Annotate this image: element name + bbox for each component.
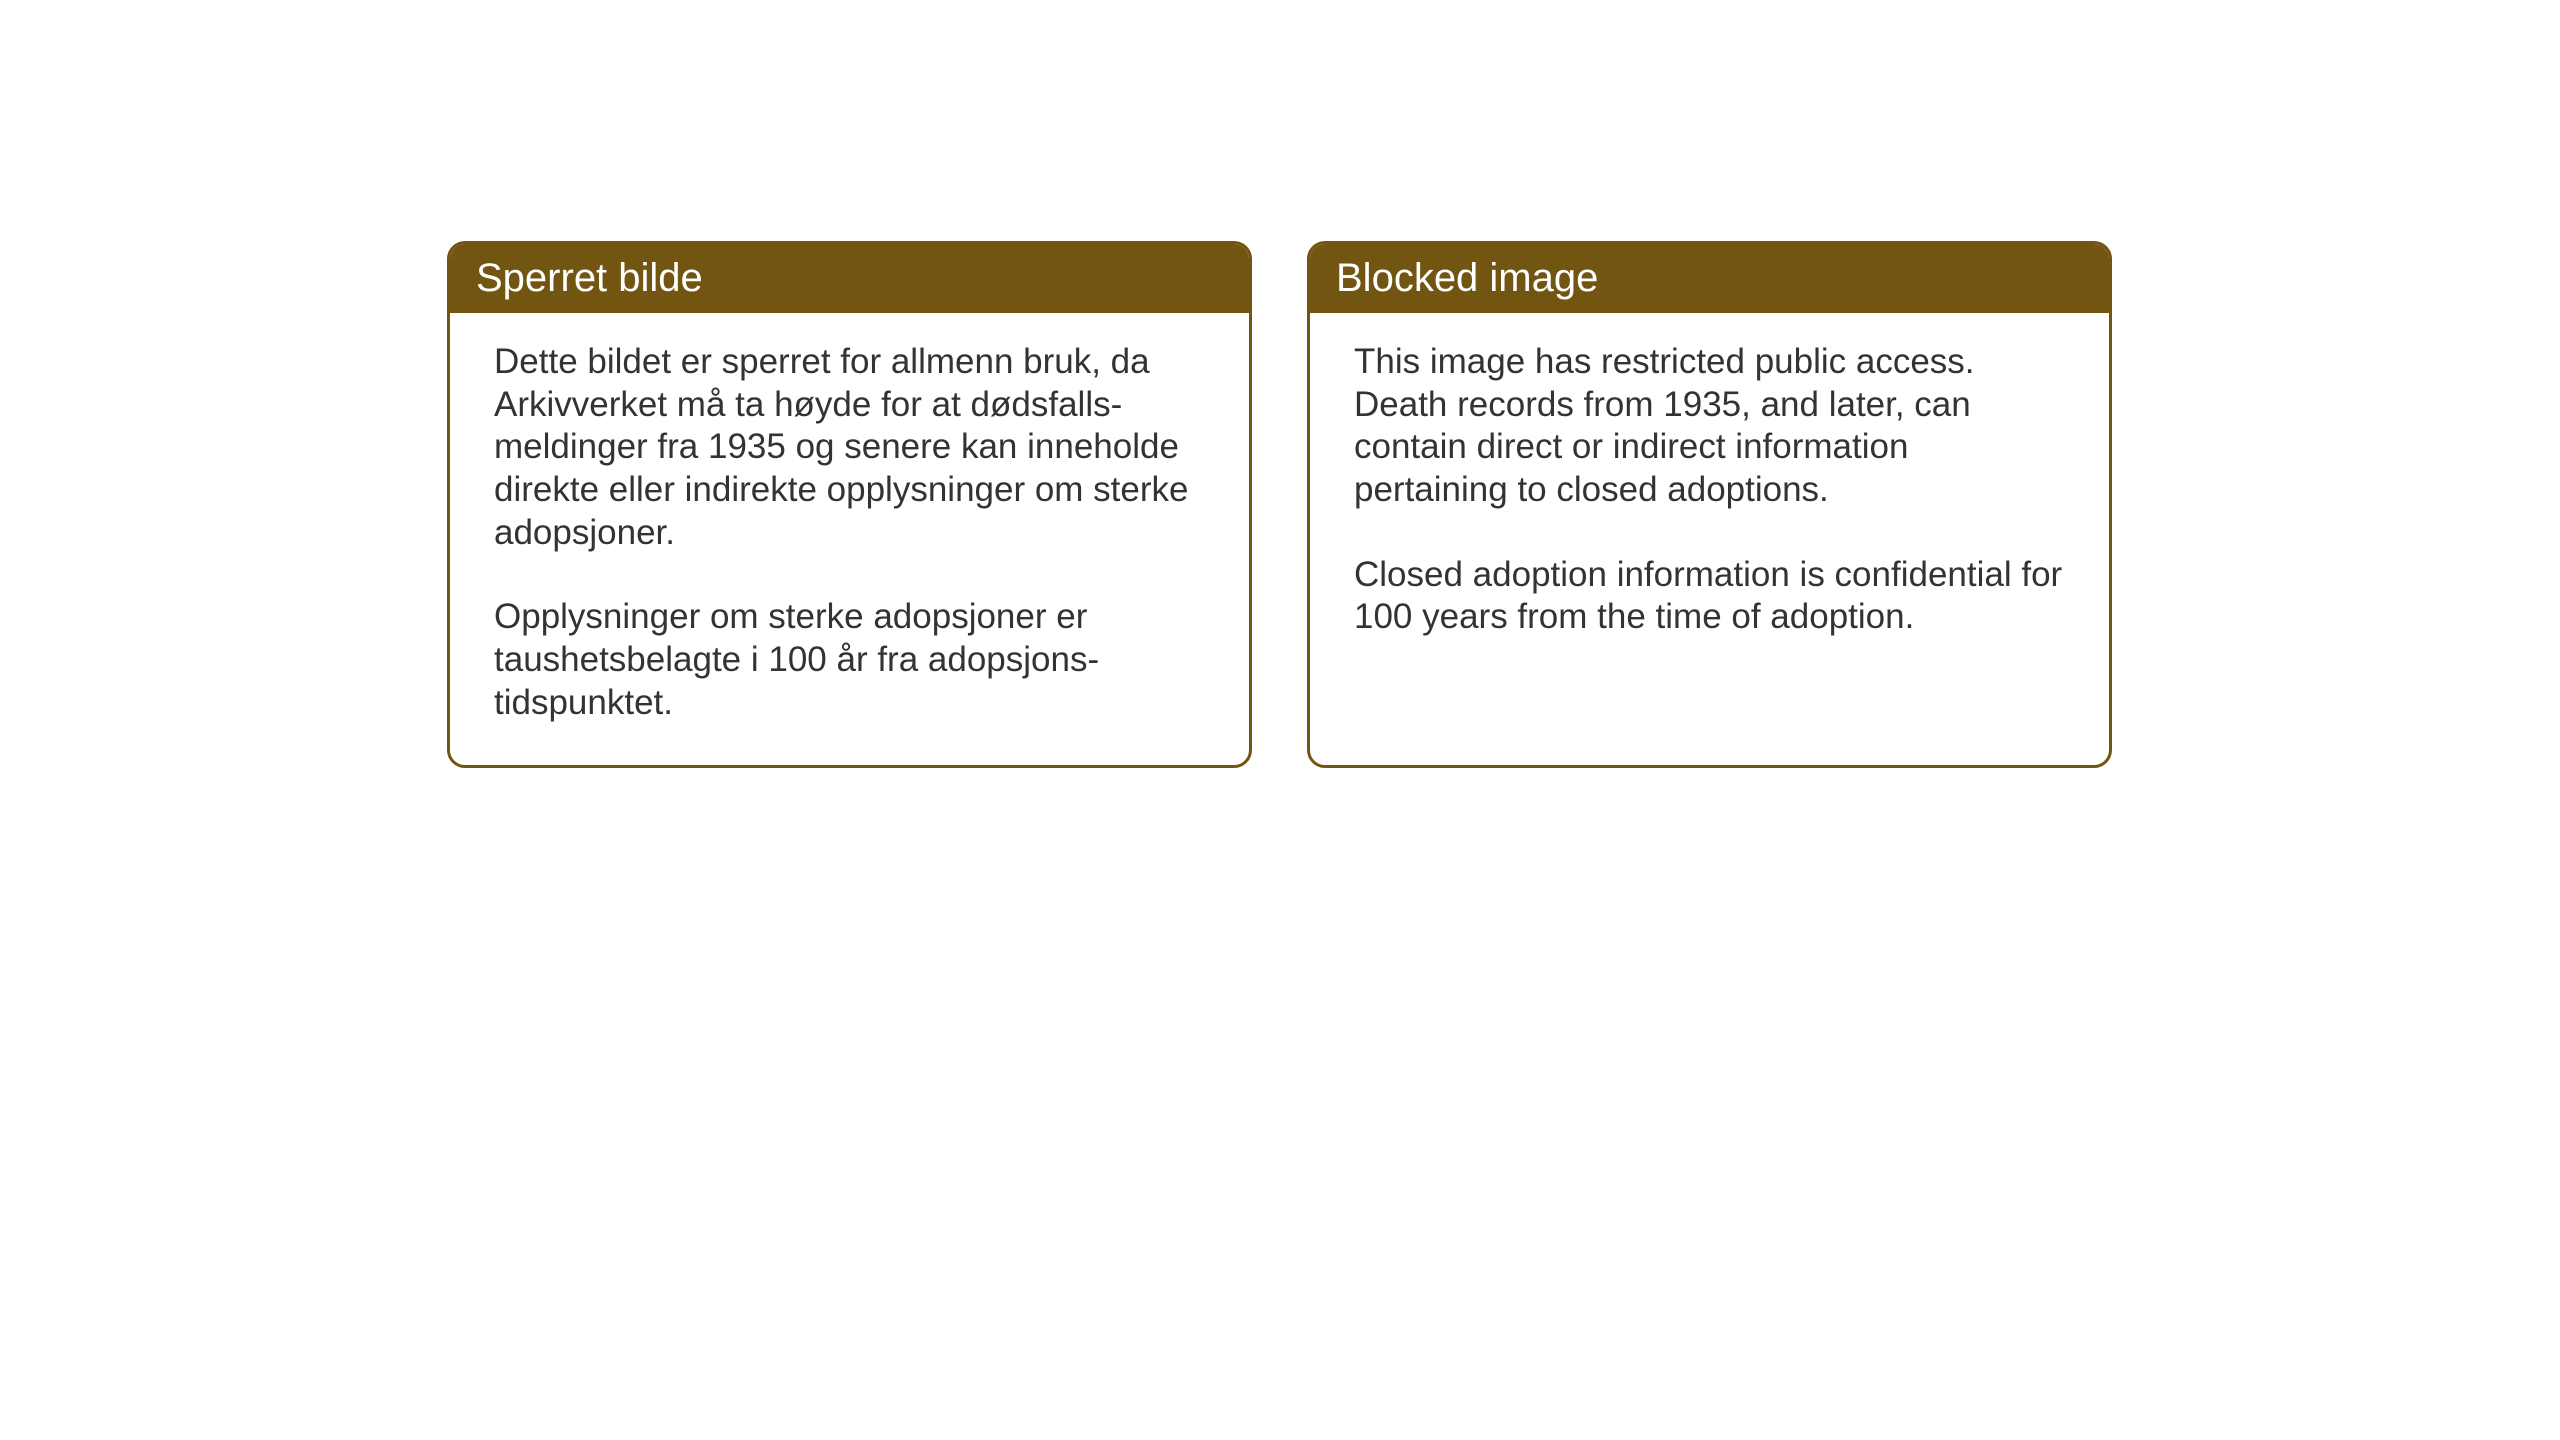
card-header-english: Blocked image bbox=[1310, 244, 2109, 313]
notice-card-norwegian: Sperret bilde Dette bildet er sperret fo… bbox=[447, 241, 1252, 768]
notice-card-english: Blocked image This image has restricted … bbox=[1307, 241, 2112, 768]
card-body-norwegian: Dette bildet er sperret for allmenn bruk… bbox=[450, 313, 1249, 765]
card-body-english: This image has restricted public access.… bbox=[1310, 313, 2109, 679]
card-paragraph-2-norwegian: Opplysninger om sterke adopsjoner er tau… bbox=[494, 596, 1205, 724]
card-title-norwegian: Sperret bilde bbox=[476, 256, 703, 300]
card-paragraph-2-english: Closed adoption information is confident… bbox=[1354, 554, 2065, 639]
notice-cards-container: Sperret bilde Dette bildet er sperret fo… bbox=[447, 241, 2112, 768]
card-title-english: Blocked image bbox=[1336, 256, 1598, 300]
card-paragraph-1-english: This image has restricted public access.… bbox=[1354, 341, 2065, 512]
card-header-norwegian: Sperret bilde bbox=[450, 244, 1249, 313]
card-paragraph-1-norwegian: Dette bildet er sperret for allmenn bruk… bbox=[494, 341, 1205, 554]
